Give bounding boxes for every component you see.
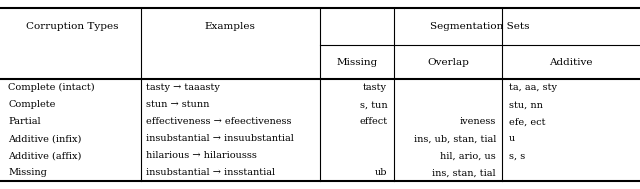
Text: ta, aa, sty: ta, aa, sty	[509, 83, 557, 92]
Text: ins, stan, tial: ins, stan, tial	[433, 168, 496, 177]
Text: Corruption Types: Corruption Types	[26, 22, 118, 31]
Text: ins, ub, stan, tial: ins, ub, stan, tial	[413, 134, 496, 143]
Text: Additive (affix): Additive (affix)	[8, 151, 82, 160]
Text: stun → stunn: stun → stunn	[146, 100, 209, 109]
Text: hilarious → hilariousss: hilarious → hilariousss	[146, 151, 257, 160]
Text: ub: ub	[374, 168, 387, 177]
Text: effectiveness → efeectiveness: effectiveness → efeectiveness	[146, 117, 291, 126]
Text: Partial: Partial	[8, 117, 41, 126]
Text: Examples: Examples	[205, 22, 256, 31]
Text: s, tun: s, tun	[360, 100, 387, 109]
Text: Additive: Additive	[549, 58, 592, 67]
Text: Overlap: Overlap	[427, 58, 469, 67]
Text: Additive (infix): Additive (infix)	[8, 134, 82, 143]
Text: hil, ario, us: hil, ario, us	[440, 151, 496, 160]
Text: Missing: Missing	[8, 168, 47, 177]
Text: u: u	[509, 134, 515, 143]
Text: efe, ect: efe, ect	[509, 117, 545, 126]
Text: Complete (intact): Complete (intact)	[8, 83, 95, 92]
Text: tasty → taaasty: tasty → taaasty	[146, 83, 220, 92]
Text: Missing: Missing	[336, 58, 378, 67]
Text: tasty: tasty	[364, 83, 387, 92]
Text: effect: effect	[359, 117, 387, 126]
Text: stu, nn: stu, nn	[509, 100, 543, 109]
Text: insubstantial → insuubstantial: insubstantial → insuubstantial	[146, 134, 294, 143]
Text: Complete: Complete	[8, 100, 56, 109]
Text: s, s: s, s	[509, 151, 525, 160]
Text: insubstantial → insstantial: insubstantial → insstantial	[146, 168, 275, 177]
Text: Segmentation Sets: Segmentation Sets	[429, 22, 529, 31]
Text: iveness: iveness	[460, 117, 496, 126]
